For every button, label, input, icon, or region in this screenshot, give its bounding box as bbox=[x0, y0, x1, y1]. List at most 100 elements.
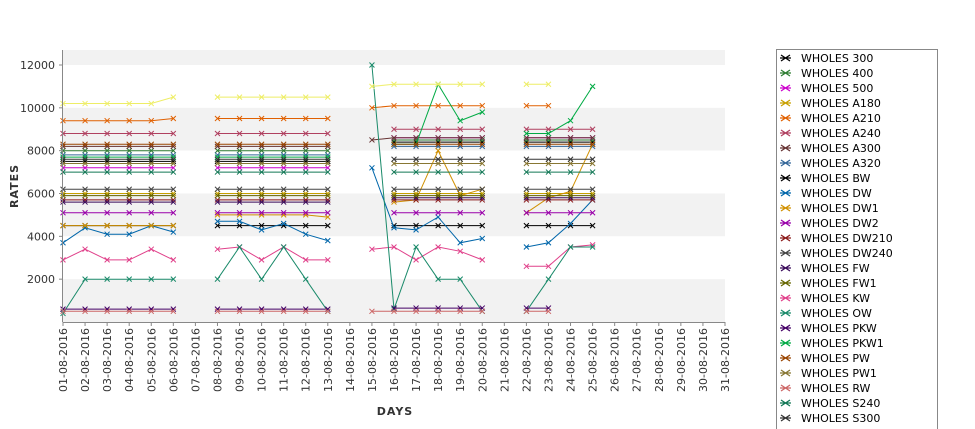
data-point bbox=[82, 209, 88, 216]
data-point bbox=[258, 222, 265, 229]
data-point bbox=[258, 192, 265, 199]
data-point bbox=[302, 231, 309, 238]
legend-swatch bbox=[780, 249, 791, 257]
series bbox=[60, 141, 596, 148]
data-point bbox=[126, 156, 133, 163]
data-point bbox=[236, 130, 243, 137]
data-point bbox=[457, 141, 464, 148]
data-point bbox=[589, 160, 596, 167]
legend-frame bbox=[776, 49, 938, 429]
data-point bbox=[82, 117, 88, 124]
data-point bbox=[104, 222, 110, 229]
data-point bbox=[435, 276, 441, 283]
data-point bbox=[545, 130, 552, 137]
series-line bbox=[63, 197, 593, 203]
data-point bbox=[148, 100, 155, 107]
data-point bbox=[236, 141, 243, 148]
legend-item: WHOLES RW bbox=[780, 382, 871, 395]
data-point bbox=[258, 197, 265, 203]
data-point bbox=[523, 143, 530, 150]
legend-label: WHOLES DW1 bbox=[801, 202, 879, 215]
data-point bbox=[148, 308, 155, 315]
data-point bbox=[82, 164, 88, 171]
data-point bbox=[589, 209, 596, 216]
data-point bbox=[170, 209, 177, 216]
data-point bbox=[148, 141, 155, 148]
data-point bbox=[302, 94, 309, 100]
data-point bbox=[545, 141, 552, 148]
data-point bbox=[567, 126, 574, 133]
data-point bbox=[302, 222, 309, 229]
data-point bbox=[82, 160, 88, 167]
legend-item: WHOLES FW bbox=[780, 262, 870, 275]
data-point bbox=[104, 257, 110, 263]
legend-item: WHOLES PKW1 bbox=[780, 337, 884, 350]
data-point bbox=[435, 209, 441, 216]
data-point bbox=[479, 81, 486, 88]
data-point bbox=[523, 134, 530, 141]
data-point bbox=[457, 102, 464, 109]
legend-swatch bbox=[780, 174, 791, 182]
legend-item: WHOLES DW1 bbox=[780, 202, 879, 215]
data-point bbox=[148, 130, 155, 137]
legend-item: WHOLES S300 bbox=[780, 412, 880, 425]
data-point bbox=[479, 160, 486, 167]
data-point bbox=[302, 276, 309, 283]
data-point bbox=[567, 186, 574, 193]
legend-item: WHOLES A240 bbox=[780, 127, 881, 140]
data-point bbox=[457, 143, 464, 150]
data-point bbox=[170, 164, 177, 171]
data-point bbox=[214, 160, 221, 167]
data-point bbox=[324, 141, 331, 148]
legend-label: WHOLES PKW bbox=[801, 322, 877, 335]
data-point bbox=[435, 126, 441, 133]
series-line bbox=[63, 139, 593, 152]
data-point bbox=[280, 156, 287, 163]
data-point bbox=[302, 199, 309, 205]
y-axis-title: RATES bbox=[8, 164, 21, 208]
data-point bbox=[589, 141, 596, 148]
x-tick-label: 18-08-2016 bbox=[432, 328, 445, 392]
data-point bbox=[82, 143, 88, 150]
data-point bbox=[523, 209, 530, 216]
data-point bbox=[479, 222, 486, 229]
legend-label: WHOLES PKW1 bbox=[801, 337, 884, 350]
data-point bbox=[413, 244, 419, 250]
data-point bbox=[258, 209, 265, 216]
legend-item: WHOLES 500 bbox=[780, 82, 873, 95]
data-point bbox=[523, 156, 530, 163]
data-point bbox=[545, 143, 552, 150]
data-point bbox=[545, 222, 552, 229]
data-point bbox=[567, 169, 574, 175]
series bbox=[60, 102, 552, 124]
data-point bbox=[413, 160, 419, 167]
data-point bbox=[457, 117, 464, 124]
y-tick-label: 4000 bbox=[27, 230, 55, 243]
data-point bbox=[302, 257, 309, 263]
series bbox=[60, 186, 596, 193]
data-point bbox=[280, 209, 287, 216]
data-point bbox=[523, 222, 530, 229]
data-point bbox=[567, 209, 574, 216]
x-tick-label: 05-08-2016 bbox=[145, 328, 158, 392]
data-point bbox=[589, 83, 596, 90]
data-point bbox=[214, 218, 221, 225]
data-point bbox=[258, 147, 265, 154]
data-point bbox=[214, 209, 221, 216]
data-point bbox=[148, 197, 155, 203]
data-point bbox=[302, 186, 309, 193]
data-point bbox=[413, 222, 419, 229]
data-point bbox=[479, 156, 486, 163]
data-point bbox=[258, 164, 265, 171]
data-point bbox=[523, 160, 530, 167]
y-axis: 2000 4000 6000 8000 10000 12000 bbox=[20, 50, 63, 322]
data-point bbox=[170, 130, 177, 137]
data-point bbox=[104, 308, 110, 315]
data-point bbox=[567, 134, 574, 141]
data-point bbox=[589, 156, 596, 163]
data-point bbox=[104, 100, 110, 107]
data-point bbox=[391, 102, 397, 109]
data-point bbox=[523, 141, 530, 148]
data-point bbox=[126, 130, 133, 137]
